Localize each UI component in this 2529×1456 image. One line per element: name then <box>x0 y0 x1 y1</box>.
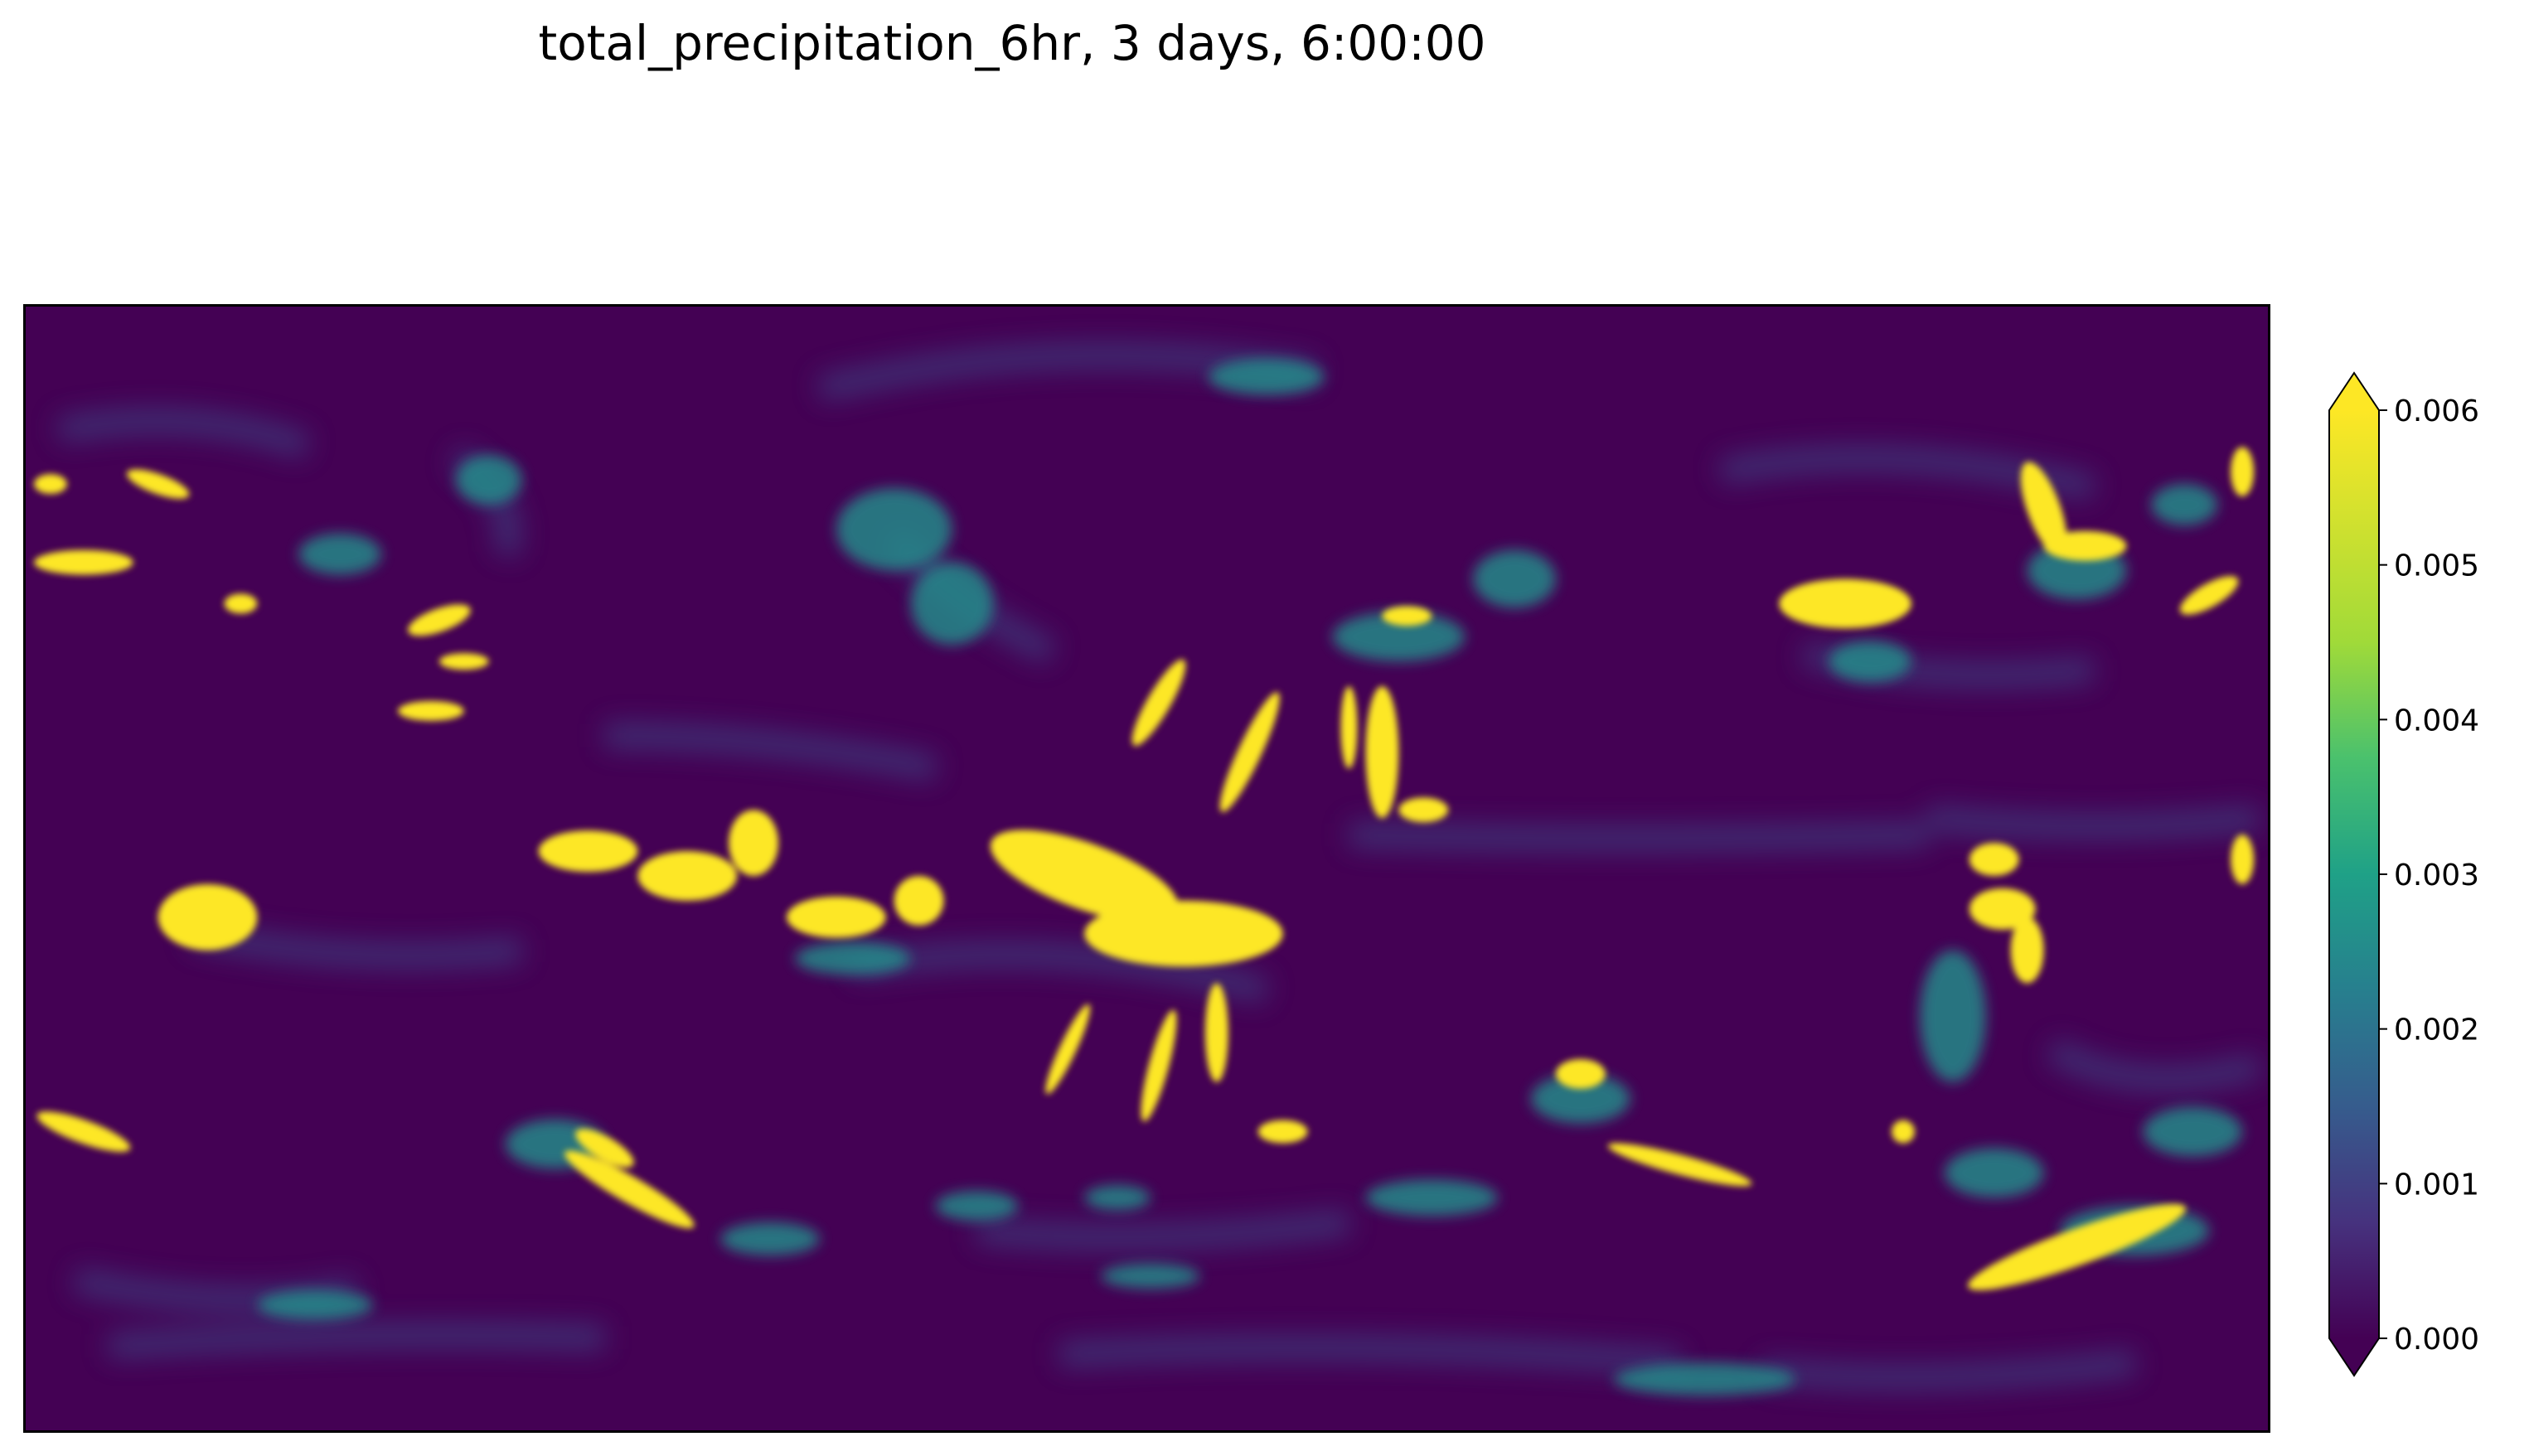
colorbar-tick-label: 0.005 <box>2394 549 2479 583</box>
colorbar-tick-label: 0.004 <box>2394 704 2479 738</box>
colorbar: 0.000 0.001 0.002 0.003 0.004 0.005 0.006 <box>2328 371 2479 1377</box>
colorbar-tick-label: 0.006 <box>2394 394 2479 428</box>
heatmap-background <box>26 307 2268 1430</box>
colorbar-extend-max <box>2329 373 2379 410</box>
precipitation-heatmap <box>26 307 2268 1430</box>
colorbar-gradient <box>2329 410 2379 1338</box>
colorbar-tick-label: 0.000 <box>2394 1323 2479 1357</box>
colorbar-tick-label: 0.001 <box>2394 1168 2479 1202</box>
colorbar-tick-label: 0.003 <box>2394 859 2479 892</box>
colorbar-extend-min <box>2329 1338 2379 1376</box>
chart-title: total_precipitation_6hr, 3 days, 6:00:00 <box>538 15 1486 71</box>
high-precip-layer <box>33 447 2255 1290</box>
colorbar-tick-label: 0.002 <box>2394 1013 2479 1047</box>
heatmap-plot-area <box>23 304 2270 1433</box>
